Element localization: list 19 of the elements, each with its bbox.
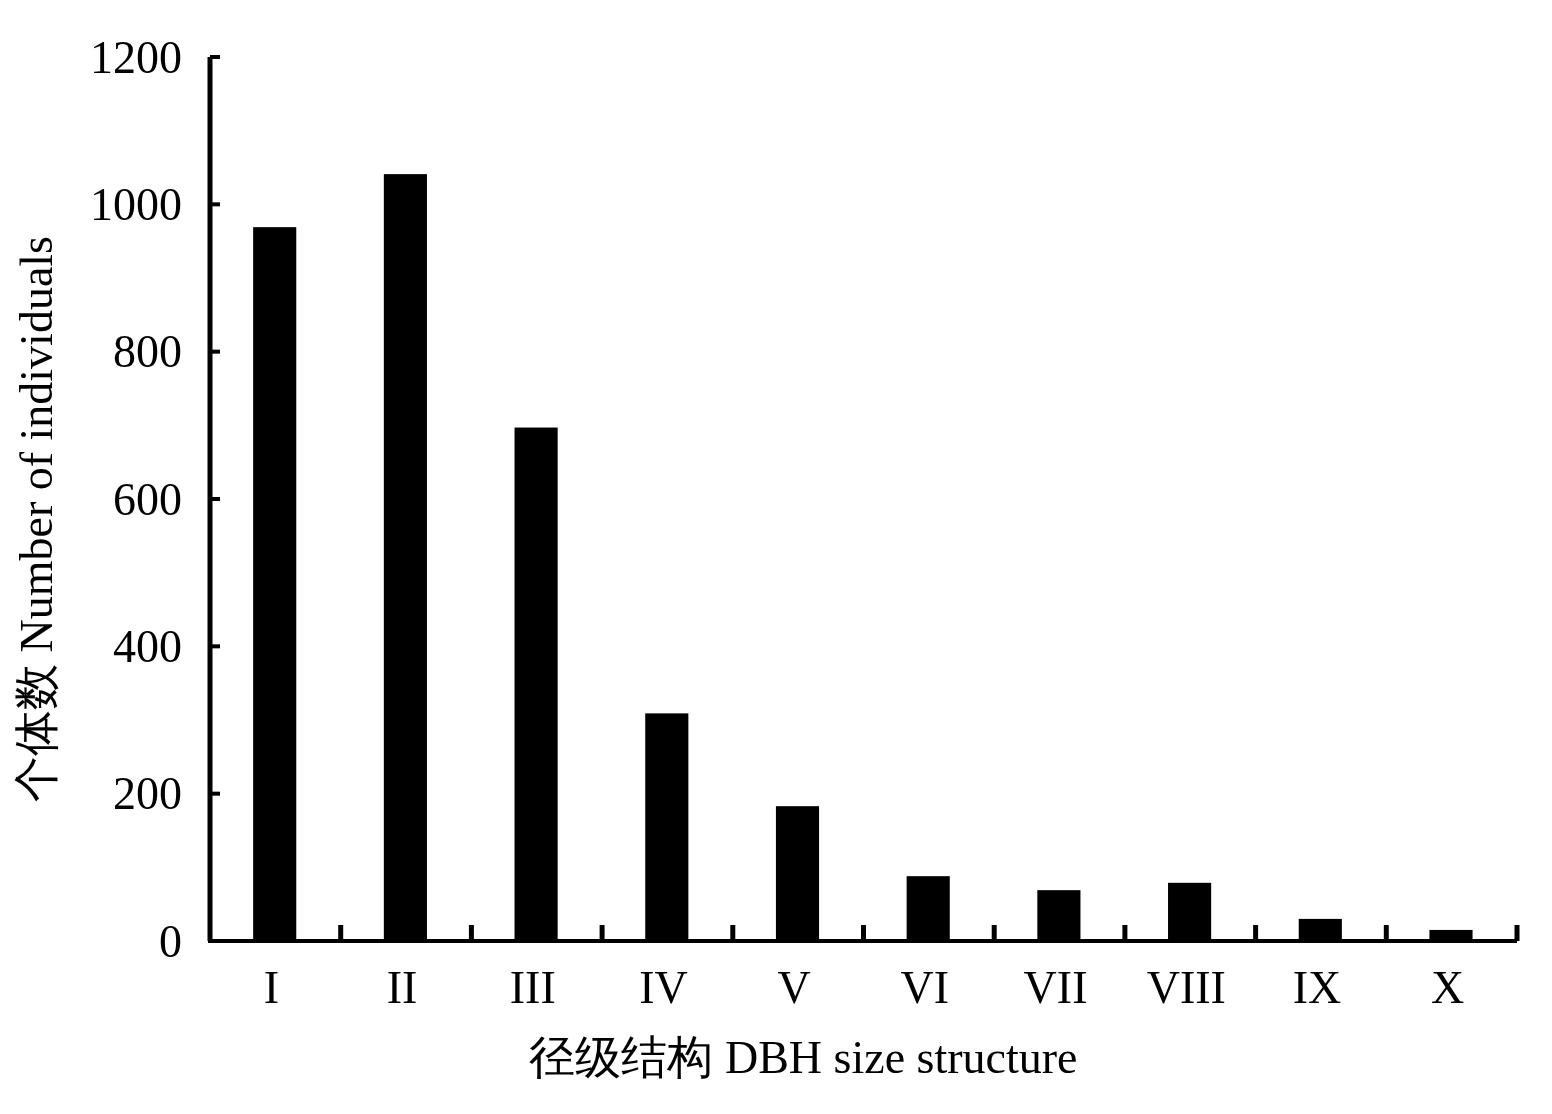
y-tick-label: 1200 — [90, 31, 182, 83]
x-tick-label: IV — [639, 962, 688, 1013]
x-tick-label: IX — [1292, 962, 1342, 1013]
y-axis-title: 个体数 Number of individuals — [11, 236, 62, 802]
x-tick-label: VIII — [1146, 962, 1226, 1013]
y-tick-label: 800 — [113, 326, 182, 378]
x-tick-label: III — [509, 962, 556, 1013]
y-tick-label: 400 — [113, 620, 182, 672]
x-tick-label: X — [1431, 962, 1465, 1013]
x-tick-label: V — [777, 962, 811, 1013]
y-tick-label: 600 — [113, 473, 182, 525]
y-tick-label: 1000 — [90, 178, 182, 230]
y-tick-label: 0 — [159, 915, 182, 967]
x-tick-label: I — [263, 962, 280, 1013]
x-tick-label: VI — [900, 962, 950, 1013]
x-tick-label: VII — [1023, 962, 1088, 1013]
y-tick-label: 200 — [113, 768, 182, 820]
x-axis-title: 径级结构 DBH size structure — [529, 1032, 1078, 1083]
x-tick-label: II — [386, 962, 418, 1013]
